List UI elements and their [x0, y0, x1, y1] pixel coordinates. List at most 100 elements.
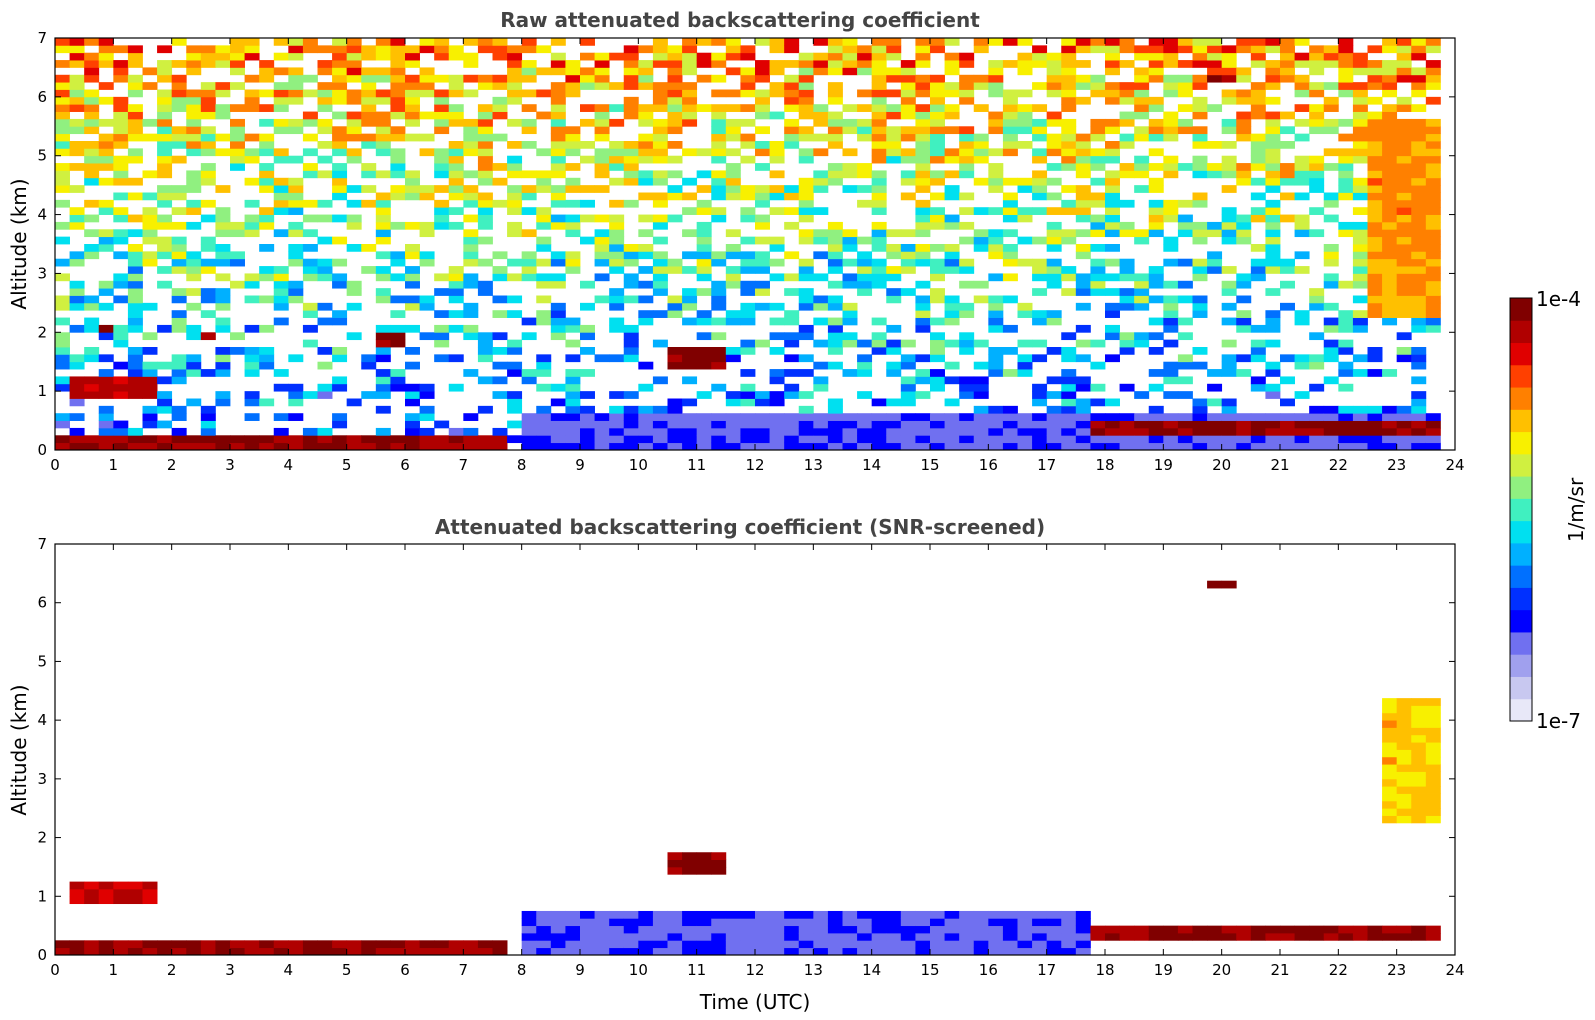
raw-heatmap-cell — [521, 251, 537, 260]
raw-heatmap-cell — [405, 221, 420, 230]
raw-heatmap-cell — [1017, 354, 1033, 363]
raw-heatmap-cell — [346, 332, 362, 341]
raw-heatmap-cell — [1280, 111, 1295, 120]
raw-heatmap-cell — [1294, 435, 1310, 444]
raw-heatmap-cell — [1396, 258, 1412, 267]
screened-heatmap-cell — [798, 925, 814, 934]
raw-heatmap-cell — [69, 442, 85, 451]
raw-heatmap-cell — [1396, 221, 1412, 230]
screened-heatmap-cell — [594, 918, 610, 927]
raw-heatmap-cell — [1221, 435, 1237, 444]
screened-heatmap-cell — [565, 940, 581, 949]
raw-heatmap-cell — [448, 45, 464, 54]
raw-heatmap-cell — [930, 339, 945, 348]
screened-heatmap-cell — [565, 947, 581, 956]
raw-heatmap-cell — [536, 317, 552, 326]
screened-heatmap-cell — [127, 881, 143, 890]
raw-heatmap-cell — [317, 67, 333, 76]
raw-x-tick-label: 20 — [1212, 456, 1231, 474]
raw-heatmap-cell — [857, 266, 873, 274]
raw-heatmap-cell — [842, 280, 858, 289]
raw-heatmap-cell — [157, 118, 173, 127]
screened-heatmap-cell — [667, 925, 683, 934]
screened-heatmap-cell — [69, 947, 85, 956]
raw-heatmap-cell — [127, 89, 143, 98]
raw-heatmap-cell — [871, 126, 887, 135]
screened-heatmap-cell — [857, 918, 873, 927]
screened-heatmap-cell — [1425, 808, 1441, 816]
raw-heatmap-cell — [652, 310, 668, 318]
raw-heatmap-cell — [623, 74, 639, 83]
screened-heatmap-cell — [55, 940, 70, 949]
raw-heatmap-cell — [55, 317, 70, 326]
raw-x-tick-label: 2 — [167, 456, 177, 474]
raw-heatmap-cell — [1382, 170, 1398, 179]
raw-heatmap-cell — [244, 280, 260, 289]
raw-heatmap-cell — [1105, 229, 1120, 238]
raw-heatmap-cell — [594, 155, 610, 164]
raw-heatmap-cell — [740, 207, 756, 215]
raw-heatmap-cell — [623, 148, 639, 157]
raw-heatmap-cell — [1177, 413, 1193, 421]
raw-heatmap-cell — [69, 280, 85, 289]
raw-heatmap-cell — [1119, 295, 1135, 304]
screened-heatmap-cell — [1017, 940, 1033, 949]
raw-heatmap-cell — [550, 170, 566, 179]
raw-heatmap-cell — [915, 251, 931, 260]
raw-heatmap-cell — [711, 126, 727, 135]
screened-heatmap-cell — [711, 910, 727, 919]
raw-heatmap-cell — [550, 310, 566, 318]
screened-heatmap-cell — [1411, 720, 1427, 728]
raw-heatmap-cell — [594, 67, 610, 76]
raw-heatmap-cell — [113, 141, 129, 149]
raw-heatmap-cell — [900, 427, 916, 436]
raw-heatmap-cell — [915, 170, 931, 179]
raw-heatmap-cell — [288, 207, 304, 215]
raw-heatmap-cell — [1061, 148, 1077, 157]
raw-heatmap-cell — [346, 221, 362, 230]
raw-heatmap-cell — [127, 60, 143, 68]
raw-heatmap-cell — [507, 221, 523, 230]
colorbar-swatches — [1510, 298, 1532, 722]
raw-heatmap-cell — [390, 163, 406, 171]
raw-heatmap-cell — [405, 244, 420, 252]
raw-heatmap-cell — [900, 82, 916, 90]
raw-heatmap-cell — [1265, 38, 1281, 46]
raw-heatmap-cell — [638, 310, 654, 318]
raw-heatmap-cell — [1425, 155, 1441, 164]
raw-heatmap-cell — [492, 361, 508, 370]
screened-heatmap-cell — [1382, 815, 1398, 824]
raw-heatmap-cell — [1396, 199, 1412, 208]
raw-heatmap-cell — [55, 420, 70, 429]
raw-heatmap-cell — [696, 354, 712, 363]
raw-heatmap-cell — [1075, 302, 1091, 311]
raw-heatmap-cell — [638, 155, 654, 164]
raw-heatmap-cell — [1411, 427, 1427, 436]
raw-heatmap-cell — [1061, 82, 1077, 90]
screened-heatmap-cell — [1425, 764, 1441, 772]
raw-heatmap-cell — [1367, 185, 1383, 193]
raw-heatmap-cell — [755, 442, 770, 451]
screened-x-tick-label: 17 — [1037, 961, 1056, 979]
raw-heatmap-cell — [142, 383, 158, 392]
raw-heatmap-cell — [565, 163, 581, 171]
screened-heatmap-cell — [361, 947, 377, 956]
raw-heatmap-cell — [200, 288, 216, 296]
raw-heatmap-cell — [1425, 177, 1441, 186]
raw-heatmap-cell — [900, 244, 916, 252]
raw-heatmap-cell — [215, 324, 231, 333]
raw-heatmap-cell — [594, 60, 610, 68]
raw-heatmap-cell — [988, 236, 1004, 245]
raw-heatmap-cell — [900, 170, 916, 179]
raw-heatmap-cell — [798, 236, 814, 245]
raw-heatmap-cell — [594, 354, 610, 363]
raw-heatmap-cell — [521, 420, 537, 429]
raw-heatmap-cell — [1411, 170, 1427, 179]
screened-heatmap-cell — [1046, 918, 1062, 927]
raw-heatmap-cell — [69, 302, 85, 311]
raw-heatmap-cell — [988, 38, 1004, 46]
screened-heatmap-cell — [900, 947, 916, 956]
raw-heatmap-cell — [507, 89, 523, 98]
raw-heatmap-cell — [55, 104, 70, 112]
raw-heatmap-cell — [215, 244, 231, 252]
